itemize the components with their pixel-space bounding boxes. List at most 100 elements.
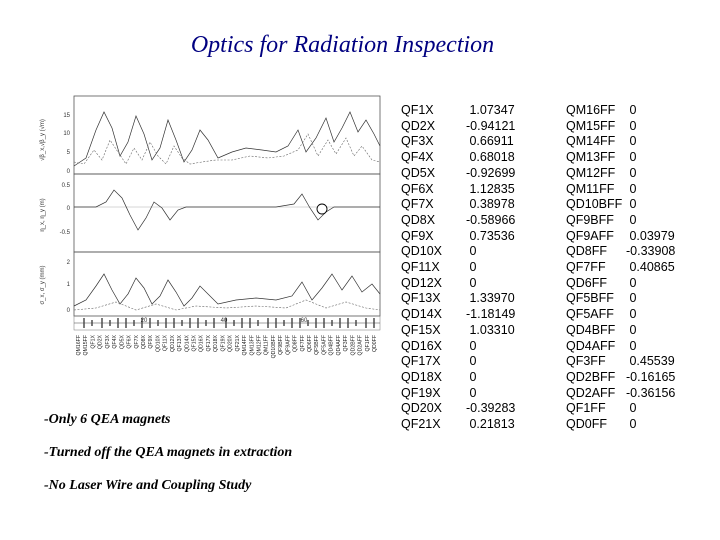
magnet-name: QD20X [401,401,442,416]
magnet-name: QF13X [401,291,441,306]
magnet-strength: 0 [626,307,637,322]
right-magnet-names: QM16FF QM15FF QM14FF QM13FF QM12FF QM11FF QD10… [566,103,622,433]
magnet-name: QD16X [401,338,442,353]
beta-y-curve [73,133,381,165]
magnet-strength: 0 [626,338,637,353]
element-label: QF5BFF [314,335,320,355]
magnet-name: QD12X [401,275,442,290]
magnet-strength: -0.58966 [466,212,516,227]
p2-tick-0: 0 [67,206,71,212]
optics-plot: √β_x,√β_y (√m) η_x, η_y (m) σ_x, σ_y (mm… [39,95,381,358]
element-label: QF11X [163,334,169,351]
magnet-strength: 0 [466,244,477,259]
magnet-strength: 0 [626,165,637,180]
magnet-strength: 0.38978 [466,197,515,212]
magnet-name: QF15X [401,322,441,337]
sigma-x-curve [73,273,381,307]
magnet-strength: -0.92699 [466,165,516,180]
magnet-name: QF1FF [566,401,606,416]
magnet-name: QD14X [401,307,442,322]
element-label: QF7X [134,334,140,348]
magnet-name: QF7FF [566,260,606,275]
element-label: QD5X [119,334,125,349]
p3-tick-2: 2 [67,260,71,266]
magnet-name: QD2AFF [566,385,616,400]
magnet-strength: 0 [626,275,637,290]
p1-tick-10: 10 [63,131,70,137]
x-tick-40: 40 [221,318,228,324]
magnet-strength: 1.07347 [466,103,515,117]
x-tick-20: 20 [141,318,148,324]
magnet-strength: -1.18149 [466,307,516,322]
element-label: QF17X [206,334,212,351]
element-label: QD6FF [307,335,313,352]
magnet-strength: 1.03310 [466,322,515,337]
magnet-strength: 0 [626,181,637,196]
element-label: QF9AFF [285,335,291,355]
magnet-name: QF11X [401,260,440,275]
magnet-name: QF21X [401,417,441,432]
element-label: QF7FF [300,335,306,351]
magnet-name: QD5X [401,165,436,180]
element-label: QF5AFF [322,335,328,355]
sigma-y-curve [73,299,381,311]
element-label: QF9BFF [278,335,284,355]
magnet-strength: -0.39283 [466,401,516,416]
element-label: QD2BFF [350,335,356,355]
magnet-name: QF9AFF [566,228,614,243]
panel3-ylabel: σ_x, σ_y (mm) [40,265,46,304]
panel1-ylabel: √β_x,√β_y (√m) [39,119,46,161]
magnet-name: QF5BFF [566,291,614,306]
magnet-strength: 0 [626,417,637,432]
magnet-strength: 1.33970 [466,291,515,306]
element-label: QF13X [177,334,183,351]
page-title: Optics for Radiation Inspection [190,32,495,58]
beta-x-curve [73,111,381,167]
bullet-qea-extraction: -Turned off the QEA magnets in extractio… [44,445,293,460]
magnet-strength: 0 [626,322,637,337]
element-label: QF9X [148,334,154,348]
magnet-strength: 0 [626,401,637,416]
element-label: QM14FF [242,335,248,355]
magnet-strength: 0.68018 [466,150,515,165]
magnet-strength: 0 [626,291,637,306]
element-label: QM11FF [264,335,270,355]
magnet-name: QD8FF [566,244,607,259]
magnet-strength: -0.94121 [466,118,516,133]
magnet-name: QD2BFF [566,369,616,384]
magnet-strength: 0.40865 [626,260,675,275]
magnet-strength: 0 [466,369,477,384]
magnet-strength: 0 [626,150,637,165]
magnet-name: QM13FF [566,150,616,165]
element-label: QF3FF [343,335,349,351]
magnet-strength: 0 [466,275,477,290]
magnet-name: QM12FF [566,165,616,180]
magnet-name: QM11FF [566,181,615,196]
element-label: QF6X [127,334,133,348]
element-label: QF4X [112,334,118,348]
element-label: QF19X [220,334,226,351]
magnet-name: QD2X [401,118,436,133]
magnet-name: QM15FF [566,118,616,133]
magnet-name: QF5AFF [566,307,614,322]
p2-tick-m05: -0.5 [60,230,71,236]
magnet-strength: 0.73536 [466,228,515,243]
p2-tick-05: 0.5 [62,183,71,189]
panel2-ylabel: η_x, η_y (m) [40,198,46,231]
magnet-name: QF6X [401,181,434,196]
eta-x-curve [74,189,380,231]
element-label: QF15X [192,334,198,351]
element-label: QD2AFF [358,335,364,355]
magnet-strength: 0 [626,134,637,149]
element-label: QD4BFF [329,335,335,355]
element-label: QD20X [228,334,234,352]
magnet-name: QD10BFF [566,197,623,212]
bullet-no-laser-wire: -No Laser Wire and Coupling Study [44,478,252,493]
element-label: QF21X [235,334,241,351]
magnet-name: QF4X [401,150,434,165]
magnet-strength: -0.36156 [626,385,676,400]
magnet-name: QF3X [401,134,434,149]
element-label: QM16FF [76,335,82,355]
magnet-strength: 1.12835 [466,181,515,196]
left-magnet-values: 1.07347 -0.94121 0.66911 0.68018 -0.92699 … [466,103,515,433]
